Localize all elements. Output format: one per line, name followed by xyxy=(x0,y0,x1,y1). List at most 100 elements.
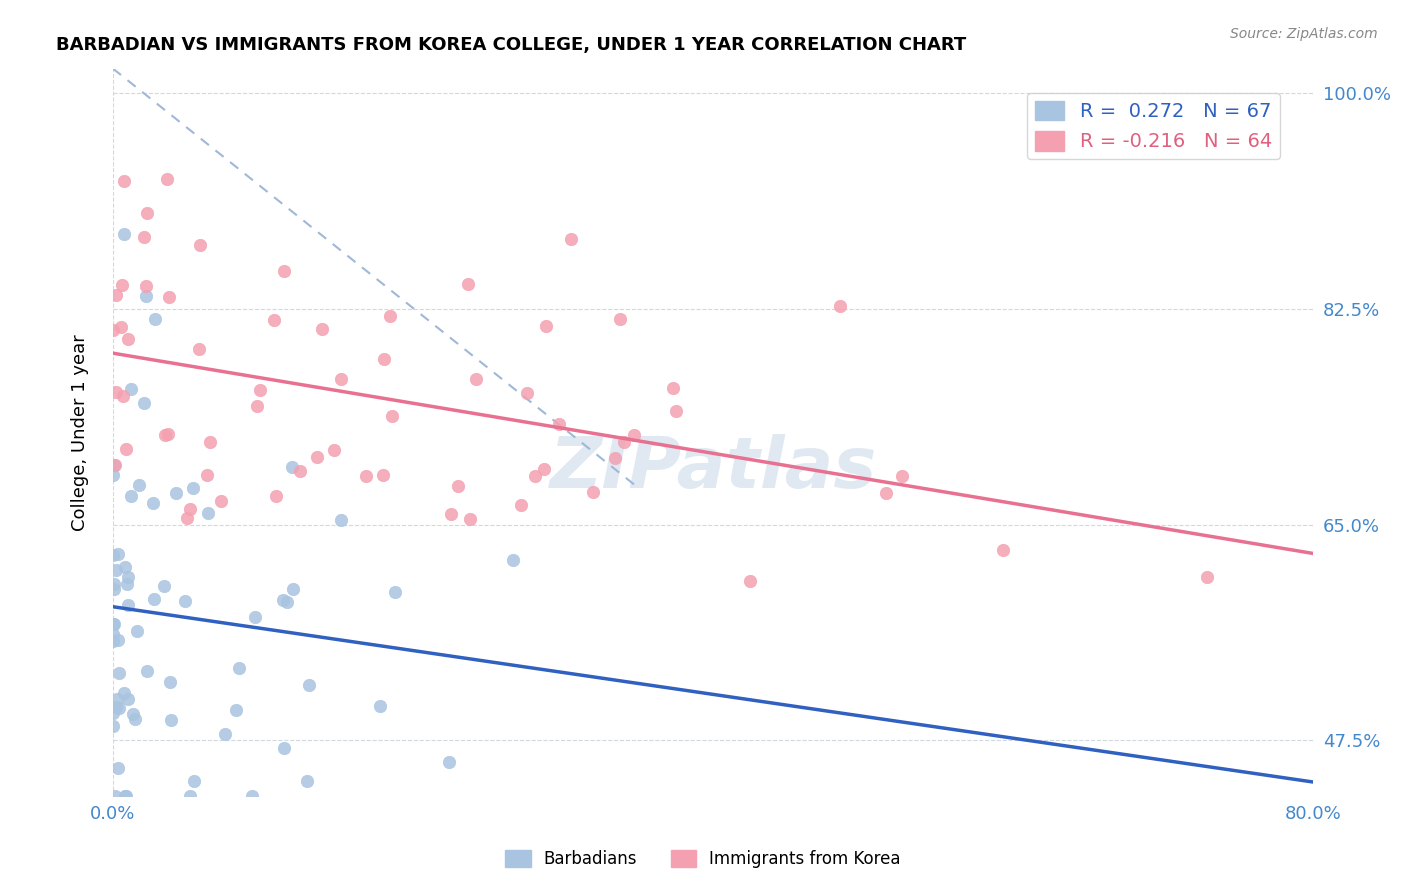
Point xyxy=(613,435,636,450)
Point xyxy=(141,496,163,510)
Point xyxy=(104,384,127,399)
Point xyxy=(281,582,304,596)
Point xyxy=(103,458,125,472)
Point xyxy=(298,678,321,692)
Point xyxy=(502,552,524,566)
Point xyxy=(991,542,1014,557)
Text: BARBADIAN VS IMMIGRANTS FROM KOREA COLLEGE, UNDER 1 YEAR CORRELATION CHART: BARBADIAN VS IMMIGRANTS FROM KOREA COLLE… xyxy=(56,36,966,54)
Point xyxy=(107,665,129,680)
Point xyxy=(439,755,461,769)
Point xyxy=(384,585,406,599)
Point xyxy=(107,633,129,648)
Point xyxy=(112,686,135,700)
Point xyxy=(273,264,295,278)
Point xyxy=(104,789,127,803)
Point xyxy=(176,510,198,524)
Point xyxy=(560,232,582,246)
Point xyxy=(143,312,166,326)
Point xyxy=(228,661,250,675)
Point xyxy=(875,486,897,500)
Point xyxy=(101,634,124,648)
Point xyxy=(465,372,488,386)
Point xyxy=(160,714,183,728)
Point xyxy=(117,598,139,612)
Point xyxy=(179,789,201,803)
Point xyxy=(107,761,129,775)
Point xyxy=(104,563,127,577)
Point xyxy=(288,464,311,478)
Point xyxy=(197,506,219,520)
Point xyxy=(156,172,179,186)
Point xyxy=(110,320,132,334)
Point xyxy=(523,469,546,483)
Point xyxy=(103,616,125,631)
Point xyxy=(128,478,150,492)
Point xyxy=(124,712,146,726)
Point xyxy=(582,484,605,499)
Point xyxy=(214,727,236,741)
Point xyxy=(1197,570,1219,584)
Point xyxy=(271,593,294,607)
Point xyxy=(263,313,285,327)
Point xyxy=(662,381,685,395)
Point xyxy=(243,610,266,624)
Point xyxy=(108,700,131,714)
Point xyxy=(159,675,181,690)
Point xyxy=(330,513,353,527)
Point xyxy=(104,458,127,472)
Point xyxy=(323,442,346,457)
Legend: R =  0.272   N = 67, R = -0.216   N = 64: R = 0.272 N = 67, R = -0.216 N = 64 xyxy=(1026,93,1279,159)
Point xyxy=(371,467,394,482)
Point xyxy=(125,624,148,638)
Point xyxy=(329,372,352,386)
Point xyxy=(264,489,287,503)
Point xyxy=(891,468,914,483)
Point xyxy=(181,481,204,495)
Point xyxy=(111,278,134,293)
Point xyxy=(157,290,180,304)
Point xyxy=(179,502,201,516)
Point xyxy=(103,582,125,596)
Point xyxy=(457,277,479,291)
Point xyxy=(117,692,139,706)
Point xyxy=(120,489,142,503)
Point xyxy=(122,707,145,722)
Text: ZIPatlas: ZIPatlas xyxy=(550,434,877,503)
Point xyxy=(134,229,156,244)
Point xyxy=(112,227,135,242)
Y-axis label: College, Under 1 year: College, Under 1 year xyxy=(72,334,89,531)
Point xyxy=(225,703,247,717)
Point xyxy=(354,469,377,483)
Point xyxy=(112,389,135,403)
Point xyxy=(200,434,222,449)
Point xyxy=(738,574,761,589)
Point xyxy=(381,409,404,424)
Point xyxy=(152,579,174,593)
Point xyxy=(209,494,232,508)
Point xyxy=(101,719,124,733)
Point xyxy=(132,396,155,410)
Point xyxy=(609,311,631,326)
Point xyxy=(136,664,159,678)
Point xyxy=(187,342,209,356)
Point xyxy=(183,774,205,789)
Point xyxy=(107,547,129,561)
Point xyxy=(114,789,136,803)
Point xyxy=(378,309,401,323)
Point xyxy=(440,507,463,521)
Point xyxy=(249,384,271,398)
Point xyxy=(174,593,197,607)
Point xyxy=(114,442,136,456)
Point xyxy=(536,319,558,334)
Point xyxy=(246,399,269,413)
Point xyxy=(373,351,395,366)
Legend: Barbadians, Immigrants from Korea: Barbadians, Immigrants from Korea xyxy=(499,843,907,875)
Point xyxy=(516,386,538,401)
Point xyxy=(547,417,569,432)
Point xyxy=(623,428,645,442)
Point xyxy=(458,512,481,526)
Point xyxy=(295,774,318,789)
Point xyxy=(101,548,124,562)
Point xyxy=(603,451,626,466)
Point xyxy=(195,467,218,482)
